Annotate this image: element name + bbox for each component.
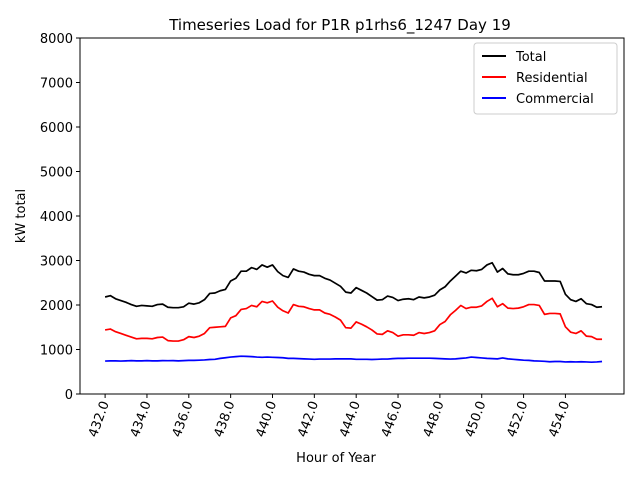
legend: Total Residential Commercial bbox=[473, 42, 618, 115]
y-axis-title: kW total bbox=[14, 189, 29, 243]
y-tick-label: 4000 bbox=[40, 210, 73, 225]
series-line-residential bbox=[104, 297, 603, 342]
series-line-total bbox=[104, 261, 603, 309]
legend-label-total: Total bbox=[515, 50, 546, 65]
y-tick-label: 1000 bbox=[40, 344, 73, 359]
legend-label-commercial: Commercial bbox=[516, 92, 594, 107]
chart-title: Timeseries Load for P1R p1rhs6_1247 Day … bbox=[168, 16, 511, 35]
y-tick-label: 5000 bbox=[40, 166, 73, 181]
y-tick-label: 7000 bbox=[40, 77, 73, 92]
y-tick-label: 3000 bbox=[40, 255, 73, 270]
series-layer bbox=[104, 261, 603, 364]
y-tick-label: 8000 bbox=[40, 32, 73, 47]
y-axis: 0 1000 2000 3000 4000 5000 6000 7000 8000 bbox=[40, 32, 80, 403]
y-tick-label: 2000 bbox=[40, 299, 73, 314]
legend-label-residential: Residential bbox=[516, 71, 588, 86]
series-line-commercial bbox=[105, 355, 603, 364]
y-tick-label: 6000 bbox=[40, 121, 73, 136]
x-axis-title: Hour of Year bbox=[296, 451, 376, 466]
legend-box bbox=[473, 42, 618, 115]
y-tick-label: 0 bbox=[65, 388, 73, 403]
